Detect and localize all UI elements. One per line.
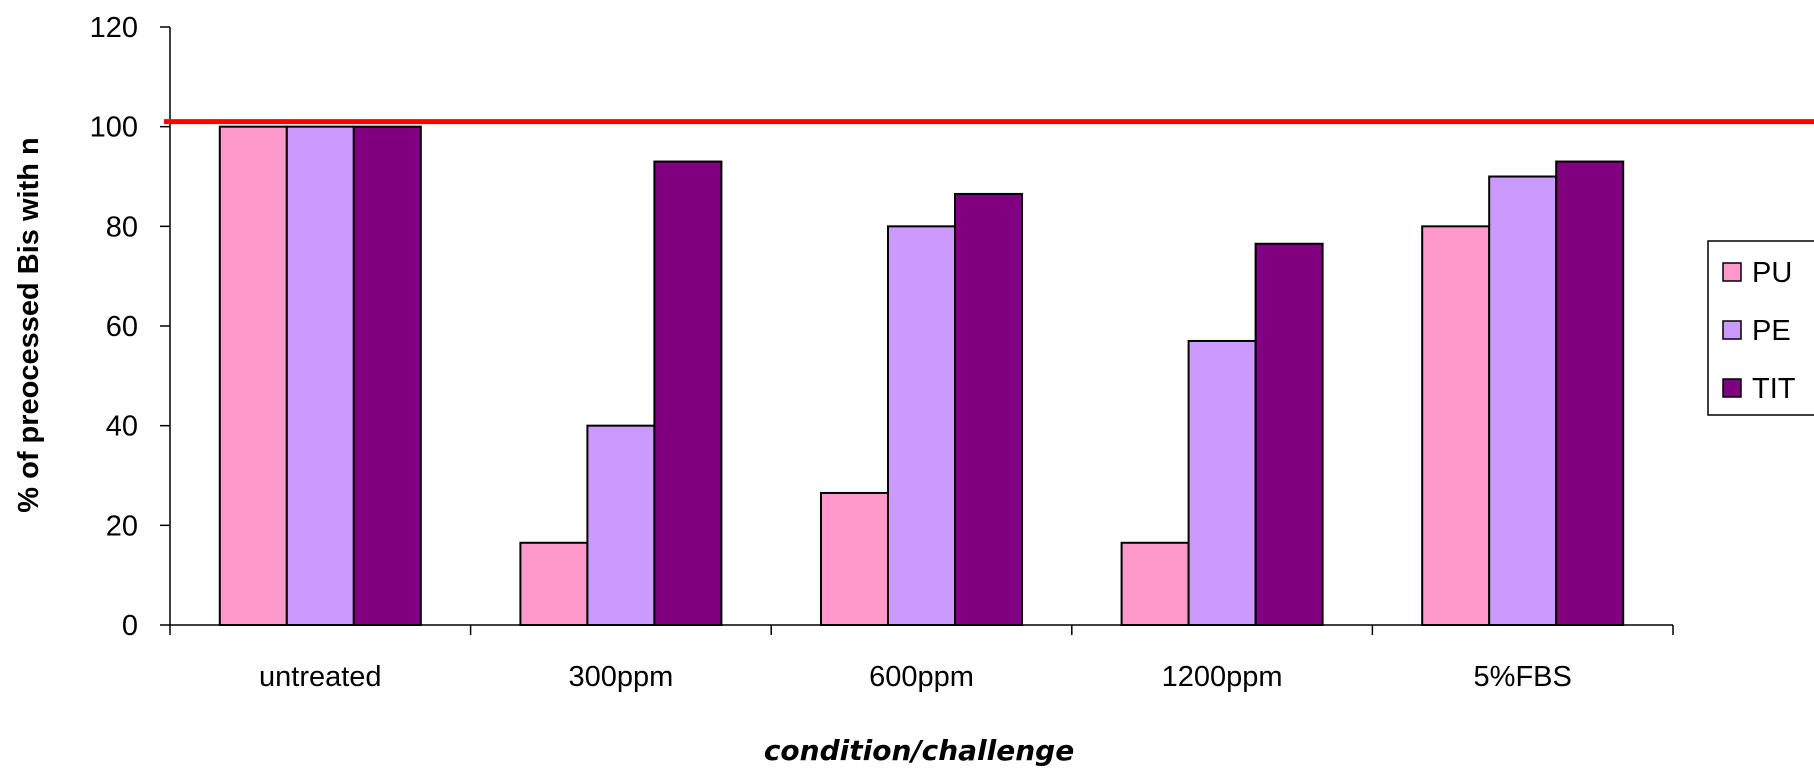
bar-tit-4 [1555, 160, 1625, 627]
bar-pe-4 [1488, 175, 1558, 626]
legend-swatch-tit [1722, 378, 1742, 398]
x-axis: untreated 300ppm 600ppm 1200ppm 5%FBS [169, 624, 1674, 693]
bar-tit-2 [954, 192, 1023, 626]
y-axis: 0 20 40 60 80 100 120 [90, 12, 171, 642]
y-tick-label: 80 [106, 211, 138, 243]
x-tick-label: 600ppm [869, 661, 974, 693]
bar-pe-0 [285, 125, 355, 627]
x-tick-label: untreated [259, 661, 382, 693]
y-tick-label: 40 [106, 411, 138, 443]
x-tick-label: 1200ppm [1162, 661, 1283, 693]
bar-pe-2 [887, 225, 956, 626]
bar-pu-3 [1120, 541, 1190, 627]
y-tick-label: 60 [106, 311, 138, 343]
bar-pu-1 [519, 541, 589, 627]
x-axis-title: condition/challenge [764, 734, 1074, 767]
legend-label-pu: PU [1752, 257, 1792, 289]
legend-label-pe: PE [1752, 315, 1791, 347]
bar-pu-4 [1421, 225, 1491, 626]
y-tick-label: 100 [90, 112, 138, 144]
y-axis-title: % of preocessed Bis with n [13, 137, 45, 512]
bar-tit-1 [653, 160, 723, 627]
legend: PU PE TIT [1707, 240, 1814, 416]
y-tick-label: 20 [106, 510, 138, 542]
y-tick-label: 120 [90, 12, 138, 44]
bar-pe-1 [586, 424, 656, 626]
legend-swatch-pe [1722, 320, 1742, 340]
y-tick-label: 0 [122, 610, 138, 642]
x-tick-label: 5%FBS [1474, 661, 1572, 693]
bar-tit-3 [1254, 242, 1324, 626]
legend-swatch-pu [1722, 262, 1742, 282]
x-tick-label: 300ppm [568, 661, 673, 693]
bar-pu-0 [218, 125, 288, 627]
bar-tit-0 [352, 125, 422, 627]
bar-pu-2 [820, 491, 889, 627]
bar-pe-3 [1187, 339, 1257, 626]
bars [218, 125, 1625, 627]
legend-label-tit: TIT [1752, 373, 1796, 405]
